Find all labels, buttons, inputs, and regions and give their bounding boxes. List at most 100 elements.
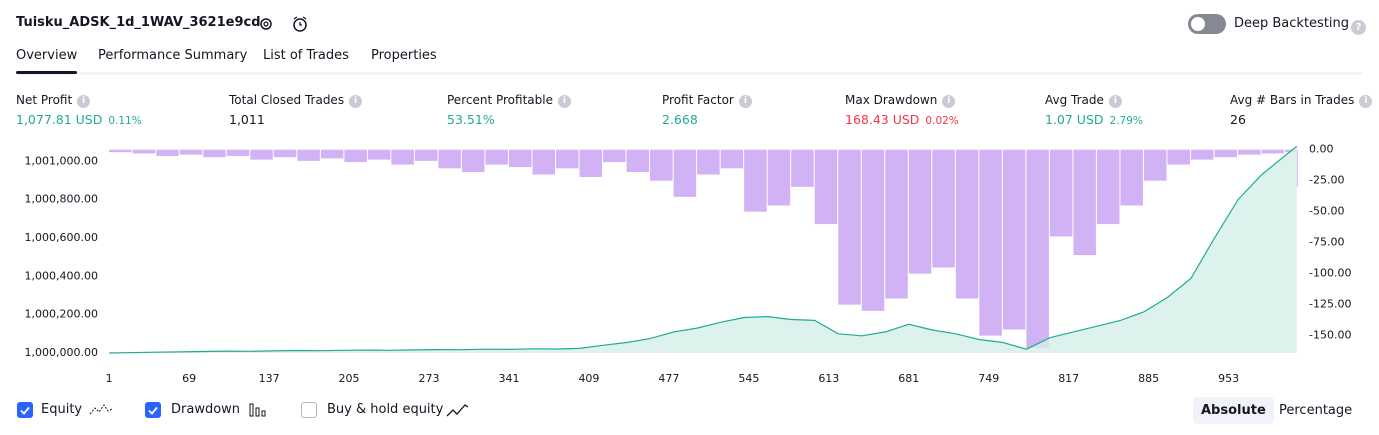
- metric-percent: 0.02%: [925, 115, 959, 127]
- drawdown-bar: [203, 149, 226, 158]
- metric-label: Avg Trade i: [1045, 93, 1122, 108]
- metric-label: Net Profit i: [16, 93, 91, 108]
- view-button[interactable]: Absolute: [1193, 397, 1274, 424]
- drawdown-bar: [1167, 149, 1190, 165]
- y2-tick-label: 0.00: [1309, 143, 1334, 156]
- drawdown-bar: [179, 149, 203, 155]
- drawdown-bar: [156, 149, 179, 156]
- x-tick-label: 885: [1138, 372, 1159, 385]
- legend-label: Buy & hold equity: [327, 402, 444, 417]
- metric-label: Avg # Bars in Trades i: [1230, 93, 1373, 108]
- info-icon: i: [942, 95, 956, 108]
- drawdown-bar: [791, 149, 814, 187]
- metric-number: 168.43 USD: [845, 112, 920, 127]
- tab-underline: [16, 71, 77, 74]
- drawdown-bar: [414, 149, 438, 161]
- info-icon: i: [77, 95, 91, 108]
- x-tick-label: 137: [259, 372, 280, 385]
- metric-name: Avg # Bars in Trades: [1230, 93, 1355, 107]
- info-icon: i: [1359, 95, 1373, 108]
- drawdown-bar: [273, 149, 297, 158]
- toggle-label: Deep Backtesting: [1234, 16, 1350, 31]
- drawdown-bar: [1261, 149, 1285, 154]
- drawdown-bar: [579, 149, 603, 177]
- drawdown-bar: [485, 149, 508, 165]
- metric-name: Max Drawdown: [845, 93, 938, 107]
- equity-icon: [89, 401, 113, 423]
- metric-name: Avg Trade: [1045, 93, 1104, 107]
- drawdown-bar: [556, 149, 579, 169]
- metric-number: 1,011: [229, 112, 265, 127]
- drawdown-bar: [1049, 149, 1073, 237]
- checkbox[interactable]: [17, 402, 33, 418]
- drawdown-bar: [814, 149, 838, 225]
- checkmark: [20, 406, 30, 415]
- drawdown-bar: [320, 149, 344, 159]
- drawdown-bar: [391, 149, 414, 165]
- x-tick-label: 1: [106, 372, 113, 385]
- x-tick-label: 273: [419, 372, 440, 385]
- drawdown-bar: [1002, 149, 1026, 330]
- y2-tick-label: -125.00: [1309, 298, 1351, 311]
- x-tick-label: 749: [978, 372, 999, 385]
- chart: 1,000,000.00 1,000,200.00 1,000,400.00 1,00…: [25, 143, 1352, 385]
- metric-value: 26: [1230, 112, 1246, 127]
- y2-tick-label: -150.00: [1309, 329, 1351, 342]
- tab[interactable]: Properties: [371, 48, 437, 63]
- metric-value: 168.43 USD 0.02%: [845, 112, 959, 127]
- x-tick-label: 341: [498, 372, 519, 385]
- settings-icon[interactable]: [257, 15, 275, 33]
- equity-line: [109, 145, 1298, 354]
- legend-label: Equity: [41, 402, 83, 417]
- metric-value: 1,011: [229, 112, 265, 127]
- drawdown-bar: [720, 149, 744, 169]
- checkbox[interactable]: [301, 402, 317, 418]
- info-icon: i: [557, 95, 571, 108]
- drawdown-bar: [1143, 149, 1167, 181]
- tab[interactable]: List of Trades: [263, 48, 349, 63]
- x-tick-label: 205: [339, 372, 360, 385]
- drawdown-bar: [1214, 149, 1238, 158]
- drawdown-bar: [932, 149, 955, 268]
- drawdown-bar: [508, 149, 532, 168]
- y-tick-label: 1,000,400.00: [25, 269, 98, 282]
- drawdown-bar: [438, 149, 461, 169]
- metric-number: 2.668: [662, 112, 698, 127]
- metric-number: 1,077.81 USD: [16, 112, 103, 127]
- tab-rule: [16, 72, 1363, 75]
- drawdown-bar: [908, 149, 932, 274]
- x-tick-label: 613: [818, 372, 839, 385]
- tab[interactable]: Overview: [16, 48, 78, 63]
- alert-icon[interactable]: [290, 14, 310, 34]
- y2-tick-label: -75.00: [1309, 236, 1344, 249]
- drawdown-bar: [367, 149, 391, 160]
- drawdown-bar: [650, 149, 673, 181]
- x-tick-label: 681: [898, 372, 919, 385]
- metric-name: Net Profit: [16, 93, 73, 107]
- checkbox[interactable]: [145, 402, 161, 418]
- drawdown-bar: [1190, 149, 1214, 160]
- metric-percent: 2.79%: [1109, 115, 1143, 127]
- y2-tick-label: -25.00: [1309, 174, 1344, 187]
- equity-area: [109, 146, 1297, 353]
- x-tick-label: 953: [1218, 372, 1239, 385]
- info-icon: i: [349, 95, 363, 108]
- metric-label: Profit Factor i: [662, 93, 752, 108]
- metric-name: Total Closed Trades: [229, 93, 345, 107]
- drawdown-bar: [1026, 149, 1049, 349]
- drawdown-bar: [744, 149, 767, 212]
- metric-label: Max Drawdown i: [845, 93, 956, 108]
- view-button[interactable]: Percentage: [1279, 403, 1353, 418]
- drawdown-bar: [955, 149, 979, 299]
- y-tick-label: 1,000,200.00: [25, 308, 98, 321]
- metric-number: 26: [1230, 112, 1246, 127]
- drawdown-bar: [838, 149, 861, 305]
- y-tick-label: 1,001,000.00: [25, 154, 98, 167]
- help-icon[interactable]: ?: [1346, 16, 1366, 35]
- drawdown-bar: [979, 149, 1002, 336]
- deep-backtesting-toggle[interactable]: [1188, 14, 1226, 34]
- drawdown-bar: [861, 149, 885, 311]
- drawdown-bar: [1096, 149, 1120, 225]
- drawdown-bar: [1238, 149, 1261, 155]
- tab[interactable]: Performance Summary: [98, 48, 248, 63]
